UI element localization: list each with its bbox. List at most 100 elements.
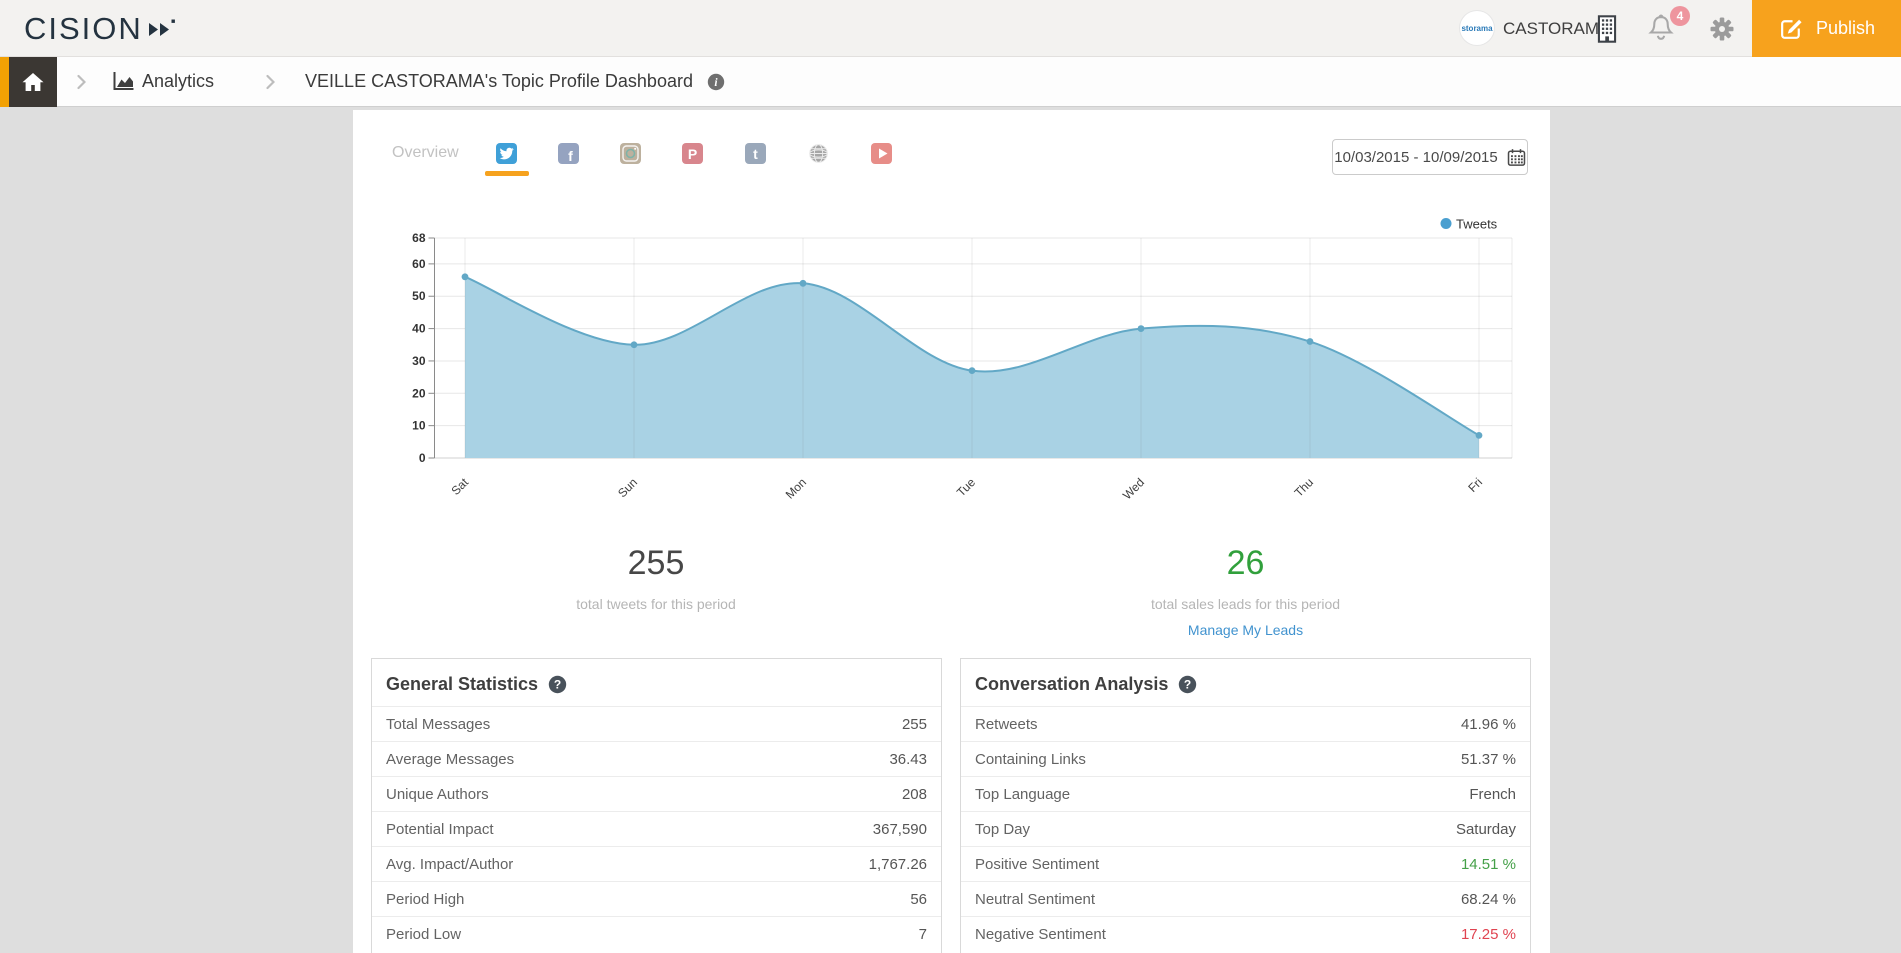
stat-value: 1,767.26 — [868, 855, 927, 873]
stat-value: 208 — [901, 785, 927, 803]
svg-text:Wed: Wed — [1120, 475, 1147, 500]
conversation-analysis-rows: Retweets 41.96 % Containing Links 51.37 % To… — [961, 706, 1530, 951]
stat-value: French — [1469, 785, 1516, 803]
total-tweets-value: 255 — [627, 544, 685, 582]
svg-text:Tweets: Tweets — [1456, 217, 1498, 232]
accent-strip — [0, 57, 9, 107]
stat-value: 41.96 % — [1460, 715, 1516, 733]
tab-facebook[interactable]: f — [558, 143, 579, 164]
calendar-icon — [1507, 148, 1525, 166]
home-button[interactable] — [9, 57, 57, 107]
publish-label: Publish — [1815, 18, 1876, 38]
general-statistics-panel: General Statistics ? Total Messages 255 Av… — [371, 658, 942, 953]
stat-label: Top Language — [975, 785, 1071, 803]
chevron-right-icon — [77, 74, 86, 89]
stat-row: Potential Impact 367,590 — [372, 811, 941, 846]
active-tab-underline — [485, 171, 529, 176]
stat-value: 56 — [910, 890, 927, 908]
stat-label: Period Low — [386, 925, 462, 943]
stat-label: Retweets — [975, 715, 1038, 733]
svg-text:Sat: Sat — [448, 475, 471, 498]
organization-button[interactable] — [1594, 14, 1620, 49]
tab-tumblr[interactable]: t — [745, 143, 766, 164]
tab-pinterest[interactable]: P — [682, 143, 703, 164]
stat-row: Containing Links 51.37 % — [961, 741, 1530, 776]
stat-row: Top Language French — [961, 776, 1530, 811]
stat-label: Period High — [386, 890, 465, 908]
total-leads-value: 26 — [1226, 544, 1265, 582]
cision-logo[interactable]: CISION — [24, 11, 179, 47]
account-name[interactable]: CASTORAMA — [1503, 19, 1611, 38]
twitter-icon — [499, 147, 514, 160]
chevron-right-icon — [266, 74, 276, 89]
stat-row: Avg. Impact/Author 1,767.26 — [372, 846, 941, 881]
conversation-analysis-title: Conversation Analysis — [975, 674, 1169, 694]
breadcrumb-analytics[interactable]: Analytics — [112, 71, 214, 92]
svg-text:20: 20 — [412, 386, 426, 400]
stat-value: 51.37 % — [1460, 750, 1516, 768]
total-leads-caption: total sales leads for this period — [1150, 596, 1341, 612]
stat-label: Negative Sentiment — [975, 925, 1106, 943]
date-range-picker[interactable]: 10/03/2015 - 10/09/2015 — [1332, 139, 1528, 175]
stat-row: Period High 56 — [372, 881, 941, 916]
svg-text:30: 30 — [412, 354, 426, 368]
stat-label: Unique Authors — [386, 785, 489, 803]
stat-label: Average Messages — [386, 750, 515, 768]
stat-row: Period Low 7 — [372, 916, 941, 951]
info-icon: i — [707, 73, 725, 90]
instagram-icon — [622, 145, 639, 162]
building-icon — [1597, 15, 1617, 43]
svg-text:?: ? — [1184, 678, 1191, 692]
svg-text:Sun: Sun — [615, 475, 640, 500]
tab-youtube[interactable] — [871, 143, 892, 164]
tweets-area-chart: 0 10 20 30 40 50 60 68 Sat Sun Mon Tue Wed Thu Fri Twee… — [412, 217, 1513, 500]
avatar-brand-text: storama — [1461, 23, 1493, 33]
stat-row: Positive Sentiment 14.51 % — [961, 846, 1530, 881]
home-icon — [22, 73, 44, 91]
publish-button[interactable]: Publish — [1752, 0, 1901, 57]
stat-row: Top Day Saturday — [961, 811, 1530, 846]
help-icon[interactable]: ? — [1178, 675, 1197, 694]
leads-summary: 26 total sales leads for this period Man… — [960, 543, 1531, 640]
breadcrumb: Analytics VEILLE CASTORAMA's Topic Profi… — [0, 57, 1901, 107]
stat-label: Potential Impact — [386, 820, 494, 838]
manage-leads-link[interactable]: Manage My Leads — [1187, 622, 1304, 638]
svg-text:i: i — [714, 77, 718, 89]
stat-value: 7 — [918, 925, 927, 943]
cision-arrows-icon — [148, 19, 175, 36]
tab-twitter[interactable] — [496, 143, 517, 164]
stat-row: Average Messages 36.43 — [372, 741, 941, 776]
stat-value: 17.25 % — [1460, 925, 1516, 943]
tab-instagram[interactable] — [620, 143, 641, 164]
help-icon[interactable]: ? — [548, 675, 567, 694]
stat-label: Top Day — [975, 820, 1031, 838]
analytics-chart-icon — [113, 72, 134, 90]
tab-overview[interactable]: Overview — [392, 144, 459, 161]
settings-button[interactable] — [1708, 15, 1736, 48]
svg-text:0: 0 — [419, 451, 426, 465]
conversation-analysis-panel: Conversation Analysis ? Retweets 41.96 % C… — [960, 658, 1531, 953]
notifications-button[interactable] — [1647, 13, 1675, 48]
page-info-button[interactable]: i — [707, 73, 725, 91]
notification-count-badge[interactable]: 4 — [1670, 6, 1690, 26]
account-avatar[interactable]: storama — [1460, 11, 1494, 45]
svg-text:68: 68 — [412, 231, 426, 245]
stat-row: Unique Authors 208 — [372, 776, 941, 811]
stat-label: Positive Sentiment — [975, 855, 1100, 873]
cision-logo-text: CISION — [24, 11, 143, 46]
stat-value: 68.24 % — [1460, 890, 1516, 908]
stat-row: Negative Sentiment 17.25 % — [961, 916, 1530, 951]
total-tweets-caption: total tweets for this period — [576, 596, 736, 612]
stat-value: 255 — [901, 715, 927, 733]
bell-icon — [1648, 14, 1674, 40]
tab-web[interactable] — [808, 143, 829, 164]
stat-value: Saturday — [1455, 820, 1516, 838]
svg-text:Tue: Tue — [954, 475, 978, 499]
youtube-icon — [879, 148, 888, 159]
analytics-label: Analytics — [142, 71, 215, 91]
svg-text:10: 10 — [412, 419, 426, 433]
stat-value: 36.43 — [889, 750, 927, 768]
top-bar: CISION storama CASTORAMA 4 — [0, 0, 1901, 57]
svg-text:Fri: Fri — [1465, 475, 1485, 495]
svg-text:Thu: Thu — [1292, 475, 1317, 500]
